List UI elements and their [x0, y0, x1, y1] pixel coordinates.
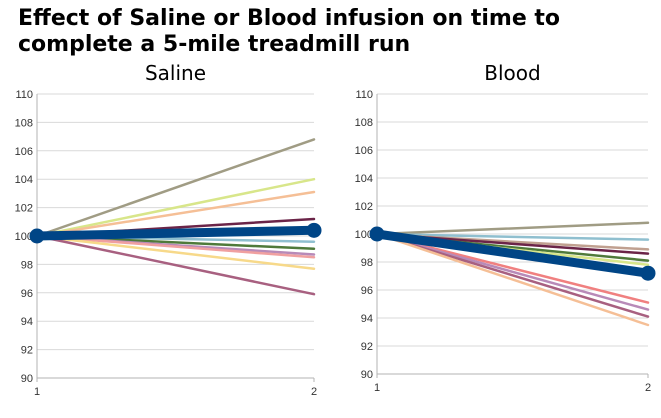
blood-y-tick-label: 108 — [355, 117, 373, 129]
saline-series-line — [35, 234, 316, 296]
saline-x-tick-label: 2 — [311, 386, 317, 398]
saline-y-tick-label: 98 — [21, 259, 33, 271]
saline-x-tick-label: 1 — [34, 386, 40, 398]
blood-x-tick-label: 2 — [645, 382, 651, 394]
saline-series-line — [35, 234, 316, 270]
saline-y-tick-label: 110 — [15, 89, 33, 101]
blood-y-tick-label: 100 — [355, 229, 373, 241]
blood-y-tick-label: 104 — [355, 173, 373, 185]
chart-title-line-1: Effect of Saline or Blood infusion on ti… — [18, 6, 561, 31]
saline-panel: Saline 90 92 94 96 98 100 102 104 106 108 110 1 2 — [15, 61, 322, 398]
blood-y-tick-label: 94 — [361, 313, 373, 325]
blood-subtitle: Blood — [484, 61, 540, 85]
blood-y-tick-label: 110 — [355, 89, 373, 101]
blood-series-line — [375, 232, 650, 327]
saline-mean-series-line — [32, 225, 319, 241]
saline-y-tick-label: 96 — [21, 288, 33, 300]
blood-y-tick-label: 106 — [355, 145, 373, 157]
blood-panel: Blood 90 92 94 96 98 100 102 104 106 108 110 1 2 — [355, 61, 656, 394]
saline-y-tick-label: 102 — [15, 203, 33, 215]
blood-series-line — [375, 221, 650, 236]
saline-mean-point — [29, 228, 45, 244]
blood-series-line — [375, 232, 650, 318]
blood-y-tick-label: 102 — [355, 201, 373, 213]
saline-y-tick-label: 92 — [21, 345, 33, 357]
saline-y-tick-label: 90 — [21, 373, 33, 385]
blood-y-tick-label: 96 — [361, 285, 373, 297]
blood-mean-point — [640, 265, 656, 281]
saline-series-line — [35, 177, 316, 238]
blood-y-tick-label: 90 — [361, 369, 373, 381]
blood-series-line — [375, 232, 650, 241]
saline-series-line — [35, 138, 316, 238]
saline-mean-point — [306, 222, 322, 238]
saline-series-line — [35, 190, 316, 238]
chart-title-line-2: complete a 5-mile treadmill run — [18, 32, 411, 57]
chart-title: Effect of Saline or Blood infusion on ti… — [18, 6, 648, 58]
saline-y-tick-label: 104 — [15, 174, 33, 186]
saline-y-tick-label: 100 — [15, 231, 33, 243]
blood-y-tick-label: 92 — [361, 341, 373, 353]
blood-mean-point — [369, 226, 385, 242]
saline-subtitle: Saline — [145, 61, 206, 85]
blood-mean-series-line — [372, 229, 653, 278]
saline-y-tick-label: 94 — [21, 316, 33, 328]
blood-x-tick-label: 1 — [374, 382, 380, 394]
saline-y-tick-label: 106 — [15, 146, 33, 158]
saline-y-tick-label: 108 — [15, 117, 33, 129]
blood-y-tick-label: 98 — [361, 257, 373, 269]
